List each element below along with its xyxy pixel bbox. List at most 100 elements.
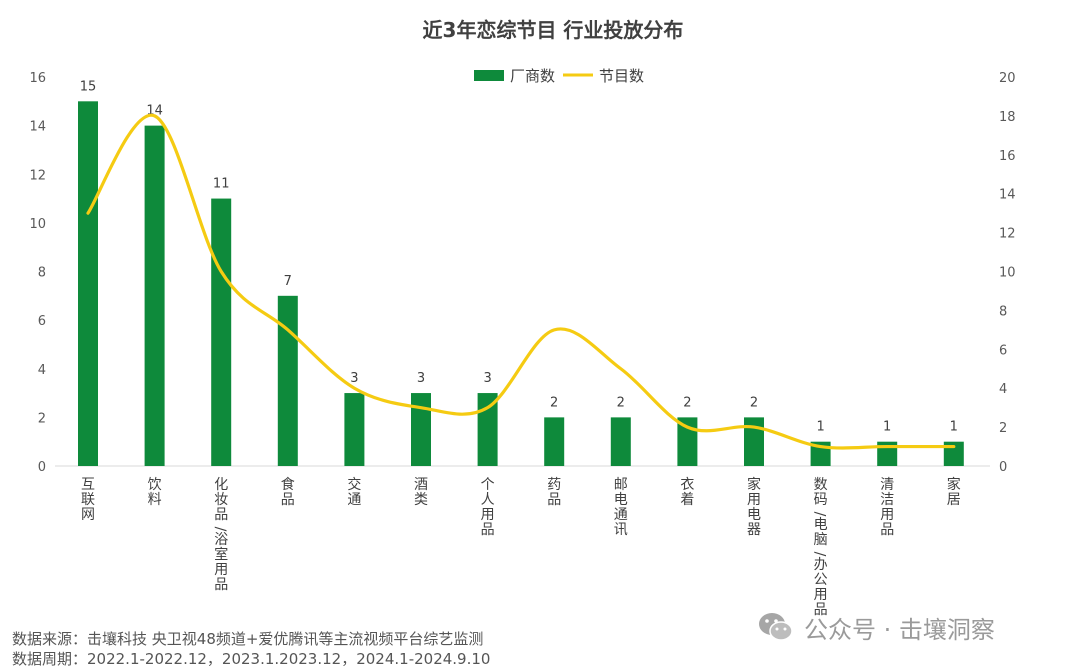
legend-label-bars: 厂商数	[510, 67, 555, 85]
bar-data-label: 1	[816, 420, 824, 435]
right-tick-label: 16	[999, 149, 1016, 164]
left-tick-label: 2	[38, 411, 46, 426]
category-label-char: 品	[547, 492, 561, 508]
left-tick-label: 16	[29, 71, 46, 86]
category-label-char: 饮	[148, 477, 162, 493]
category-label-char: 用	[814, 587, 828, 603]
category-label-char: 电	[814, 517, 828, 533]
category-label-char: 用	[747, 492, 761, 508]
wechat-icon	[759, 613, 793, 641]
category-label-char: 码	[814, 492, 828, 508]
right-tick-label: 6	[999, 343, 1007, 358]
bar-data-label: 2	[750, 395, 758, 410]
category-label-char: 酒	[414, 477, 428, 493]
bar-data-label: 3	[350, 371, 358, 386]
category-label-char: 清	[880, 477, 894, 493]
category-label-char: 邮	[614, 477, 628, 493]
category-label-char: 人	[481, 492, 495, 508]
category-labels: 互联网饮料化妆品/浴室用品食品交通酒类个人用品药品邮电通讯衣着家用电器数码/电脑…	[81, 476, 961, 618]
category-label-char: 电	[747, 507, 761, 523]
right-axis: 0 2 4 6 8 10 12 14 16 18 20	[999, 71, 1016, 475]
left-tick-label: 14	[29, 120, 46, 135]
category-label-char: 互	[81, 477, 95, 493]
bar-data-label: 3	[483, 371, 491, 386]
bar-series	[78, 101, 964, 466]
category-label-char: 妆	[214, 492, 228, 508]
bar	[211, 198, 232, 466]
bar-data-label: 2	[550, 395, 558, 410]
category-label-char: /	[212, 527, 228, 532]
right-tick-label: 8	[999, 304, 1007, 319]
category-label-char: 个	[481, 477, 495, 493]
category-label: 衣着	[680, 477, 694, 508]
right-tick-label: 4	[999, 382, 1007, 397]
bar-data-label: 2	[617, 395, 625, 410]
category-label-char: 家	[947, 476, 961, 493]
category-label: 互联网	[81, 477, 95, 523]
category-label-char: 品	[814, 602, 828, 618]
category-label-char: 器	[747, 522, 761, 538]
chart-title: 近3年恋综节目 行业投放分布	[423, 18, 684, 42]
bar-data-label: 11	[213, 177, 230, 192]
bar	[344, 393, 365, 466]
bar-data-label: 1	[950, 420, 958, 435]
legend-swatch-bars	[474, 70, 504, 81]
legend-label-line: 节目数	[599, 67, 644, 85]
left-tick-label: 4	[38, 363, 46, 378]
category-label-char: 食	[281, 476, 295, 493]
category-label-char: 电	[614, 492, 628, 508]
left-tick-label: 12	[29, 168, 46, 183]
category-label: 饮料	[148, 477, 162, 508]
bar	[277, 295, 298, 466]
category-label-char: 品	[214, 577, 228, 593]
bar	[78, 101, 98, 466]
bar-data-label: 1	[883, 420, 891, 435]
category-label-char: 品	[481, 522, 495, 538]
category-label: 交通	[347, 476, 361, 508]
category-label-char: 品	[880, 522, 894, 538]
category-label: 酒类	[414, 477, 428, 508]
category-label-char: 衣	[680, 477, 694, 493]
category-label-char: 用	[481, 507, 495, 523]
category-label-char: 办	[814, 557, 828, 573]
category-label-char: 用	[214, 562, 228, 578]
right-tick-label: 10	[999, 266, 1016, 281]
right-tick-label: 2	[999, 421, 1007, 436]
category-label-char: /	[812, 552, 828, 557]
left-axis: 0 2 4 6 8 10 12 14 16	[29, 71, 46, 475]
left-tick-label: 10	[29, 217, 46, 232]
bar	[411, 393, 431, 466]
right-tick-label: 12	[999, 227, 1016, 242]
category-label: 家居	[947, 476, 961, 508]
legend: 厂商数 节目数	[474, 67, 644, 85]
left-tick-label: 6	[38, 314, 46, 329]
bar	[144, 125, 165, 466]
category-label-char: 料	[148, 492, 162, 508]
category-label-char: 药	[547, 477, 561, 493]
bar	[744, 417, 764, 466]
left-tick-label: 8	[38, 266, 46, 281]
category-label-char: 室	[214, 546, 228, 563]
category-label-char: 公	[814, 572, 828, 588]
category-label-char: 浴	[214, 532, 228, 548]
category-label-char: 居	[947, 492, 961, 508]
category-label-char: 通	[614, 507, 628, 523]
bar	[544, 417, 565, 466]
category-label-char: /	[812, 512, 828, 517]
category-label-char: 讯	[614, 522, 628, 538]
category-label-char: 化	[214, 477, 228, 493]
category-label-char: 类	[414, 492, 428, 508]
right-tick-label: 14	[999, 188, 1016, 203]
data-period: 数据周期：2022.1-2022.12，2023.1.2023.12，2024.…	[12, 650, 491, 668]
category-label-char: 交	[347, 476, 361, 493]
category-label-char: 洁	[880, 492, 894, 508]
category-label-char: 着	[680, 492, 694, 508]
right-tick-label: 0	[999, 460, 1007, 475]
